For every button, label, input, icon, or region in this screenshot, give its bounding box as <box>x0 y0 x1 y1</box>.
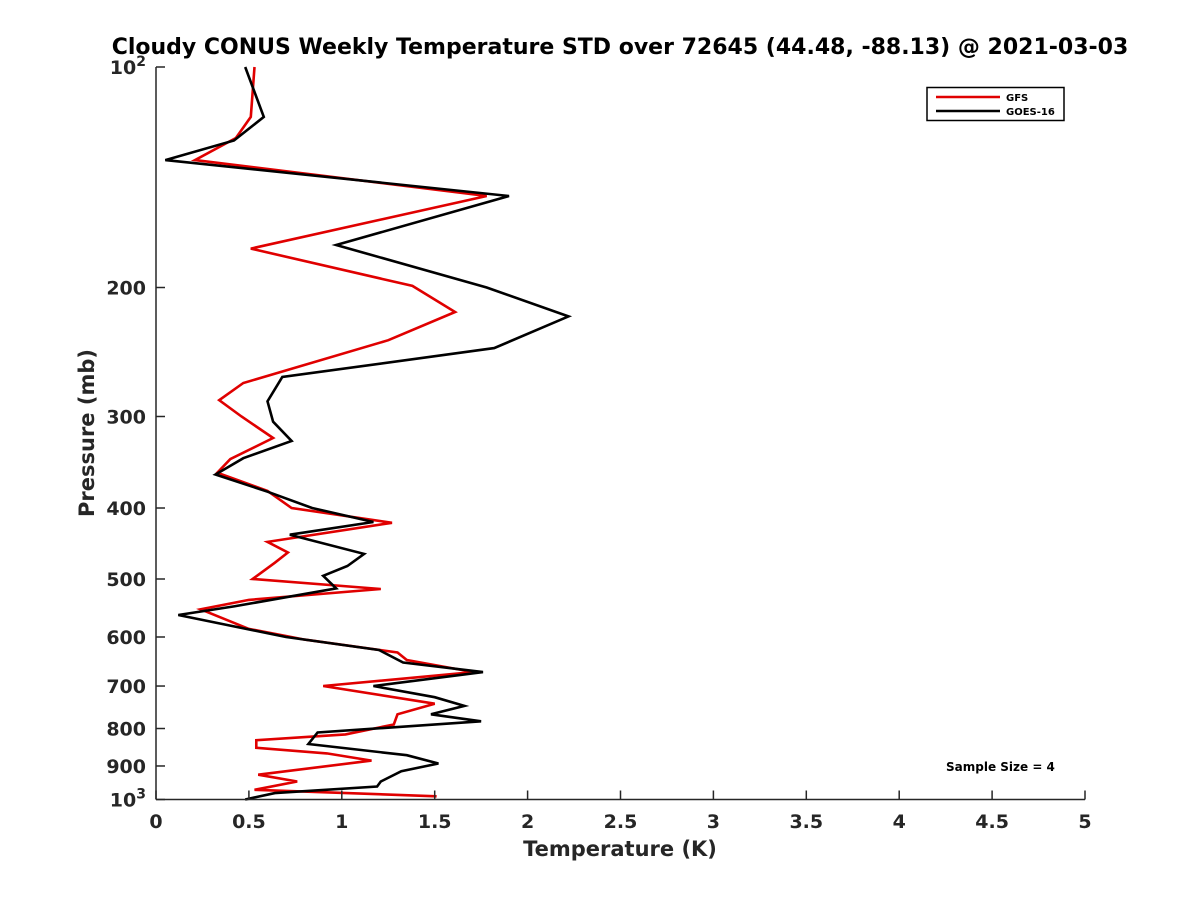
x-tick-label: 5 <box>1078 811 1091 833</box>
y-tick-label: 600 <box>106 627 146 649</box>
y-tick-label: 700 <box>106 676 146 698</box>
x-tick-label: 0.5 <box>232 811 266 833</box>
y-tick-label: 102 <box>110 54 146 79</box>
y-axis-label: Pressure (mb) <box>75 349 99 517</box>
x-tick-label: 4 <box>893 811 906 833</box>
x-tick-label: 3 <box>707 811 720 833</box>
legend: GFS GOES-16 <box>926 86 1065 122</box>
x-tick-label: 2.5 <box>604 811 638 833</box>
legend-label-gfs: GFS <box>1006 93 1028 104</box>
x-tick-label: 3.5 <box>789 811 823 833</box>
series-line-goes16 <box>164 66 573 801</box>
x-tick-label: 4.5 <box>975 811 1009 833</box>
x-tick-label: 1 <box>335 811 348 833</box>
y-tick-label: 900 <box>106 756 146 778</box>
legend-label-goes16: GOES-16 <box>1006 107 1055 118</box>
x-tick-label: 1.5 <box>418 811 452 833</box>
x-tick-label: 2 <box>521 811 534 833</box>
y-tick-label: 500 <box>106 569 146 591</box>
x-tick-label: 0 <box>149 811 162 833</box>
y-tick-label: 800 <box>106 719 146 741</box>
x-ticks: 0 0.5 1 1.5 2 2.5 3 3.5 4 4.5 5 <box>149 790 1092 833</box>
x-axis-label: Temperature (K) <box>523 837 717 861</box>
legend-box <box>926 86 1065 122</box>
series-line-gfs <box>190 66 487 798</box>
y-tick-label: 200 <box>106 278 146 300</box>
sample-size-annotation: Sample Size = 4 <box>946 760 1055 774</box>
series-layer <box>164 66 573 801</box>
y-ticks: 102 200 300 400 500 600 700 800 900 103 <box>106 54 165 812</box>
y-tick-label: 300 <box>106 406 146 428</box>
y-tick-label: 103 <box>110 787 146 812</box>
y-tick-label: 400 <box>106 498 146 520</box>
chart-title: Cloudy CONUS Weekly Temperature STD over… <box>112 35 1129 60</box>
